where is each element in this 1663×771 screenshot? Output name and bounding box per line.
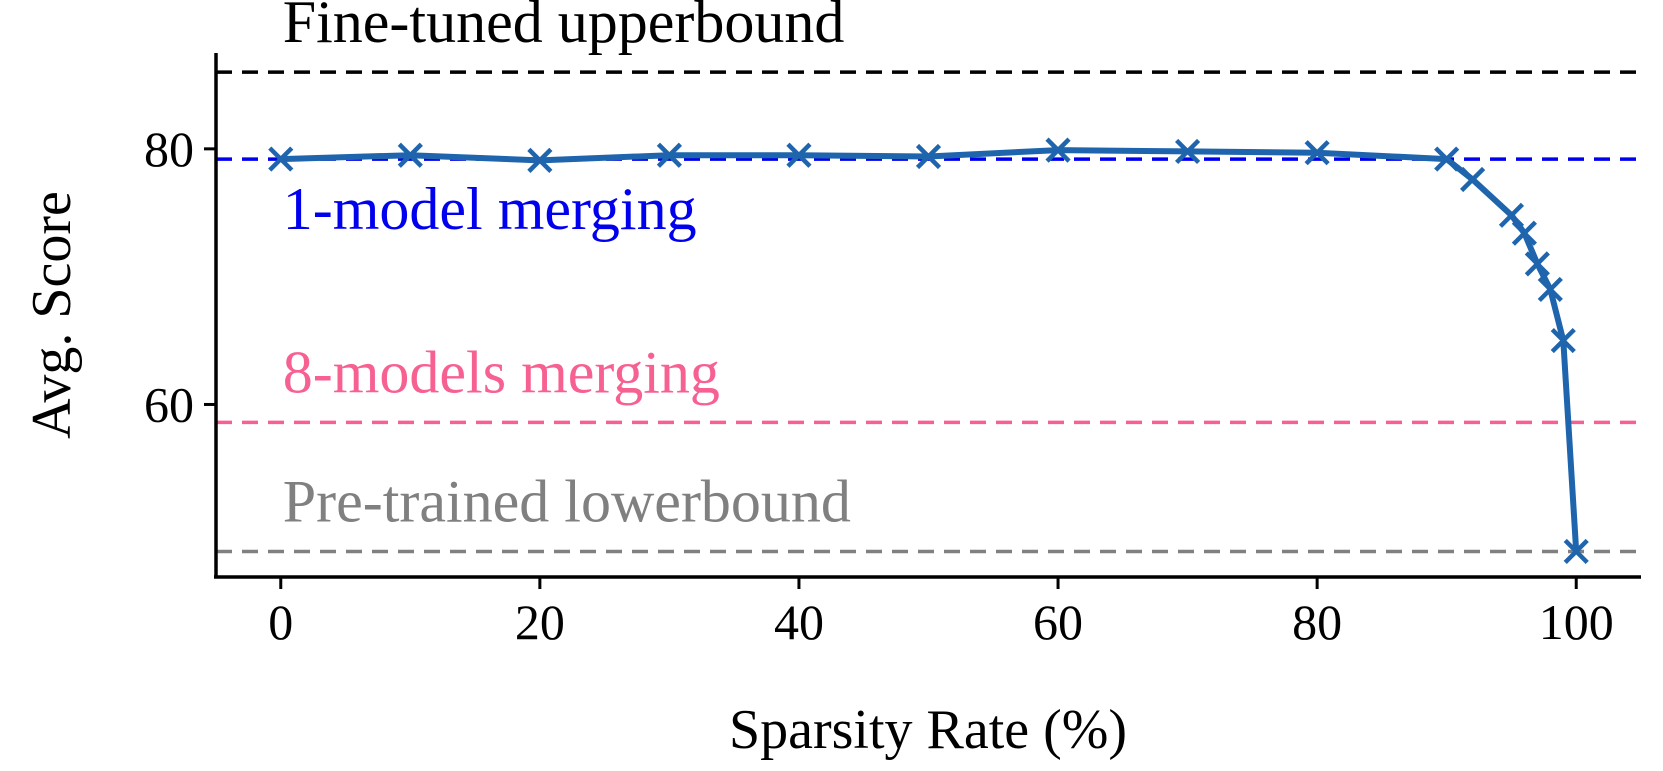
data-point <box>786 142 812 168</box>
y-tick-label: 60 <box>144 376 194 432</box>
reference-label-1: Fine-tuned upperbound <box>283 0 845 55</box>
axes <box>214 53 1641 579</box>
x-tick-label: 20 <box>515 594 565 650</box>
data-point <box>1550 327 1576 354</box>
data-point <box>1304 140 1330 166</box>
data-point <box>1459 166 1486 193</box>
data-point <box>1434 146 1460 172</box>
x-tick-label: 100 <box>1539 594 1614 650</box>
data-point <box>1174 138 1201 165</box>
data-point <box>1524 251 1550 277</box>
x-axis-label: Sparsity Rate (%) <box>729 699 1127 761</box>
reference-label-2: 1-model merging <box>283 176 697 242</box>
data-point <box>1537 276 1563 303</box>
data-point <box>268 146 294 172</box>
x-tick-label: 40 <box>774 594 824 650</box>
series-layer <box>268 137 1589 565</box>
x-tick-label: 60 <box>1033 594 1083 650</box>
data-point <box>1563 538 1589 565</box>
data-point <box>527 147 553 173</box>
data-point <box>1498 202 1525 228</box>
data-point <box>1511 220 1538 246</box>
y-tick-label: 80 <box>144 121 194 177</box>
reference-lines: Fine-tuned upperbound 1-model merging 8-mo… <box>216 0 1641 554</box>
y-axis-label: Avg. Score <box>21 191 83 439</box>
data-point <box>1045 137 1071 163</box>
data-point <box>397 142 423 168</box>
reference-label-3: 8-models merging <box>283 339 720 405</box>
x-tick-label: 80 <box>1292 594 1342 650</box>
x-tick-label: 0 <box>268 594 293 650</box>
ticks: 0 20 40 60 80 100 60 80 <box>144 121 1614 650</box>
data-point <box>915 143 942 170</box>
data-point <box>656 142 682 168</box>
reference-label-4: Pre-trained lowerbound <box>283 468 851 534</box>
